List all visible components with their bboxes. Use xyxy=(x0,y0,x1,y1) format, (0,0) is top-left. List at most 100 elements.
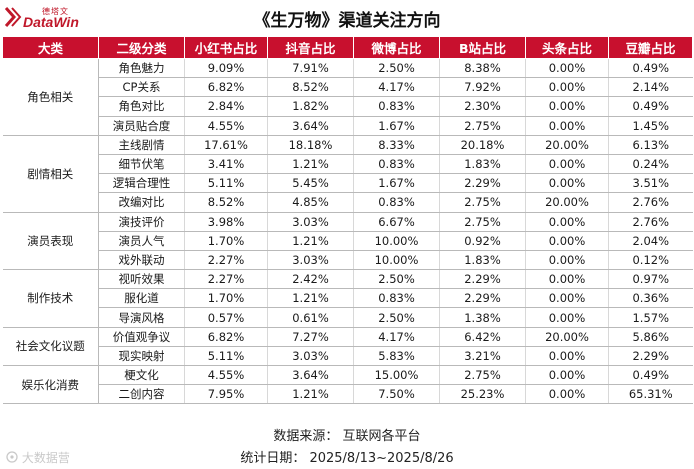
value-cell: 1.38% xyxy=(439,307,526,328)
value-cell: 2.42% xyxy=(267,269,354,290)
table-row: 逻辑合理性 5.11% 5.45% 1.67% 2.29% 0.00% 3.51% xyxy=(3,173,693,194)
value-cell: 0.00% xyxy=(525,250,609,271)
subcategory-cell: 导演风格 xyxy=(98,307,185,328)
value-cell: 6.13% xyxy=(608,135,693,155)
value-cell: 0.00% xyxy=(525,154,609,175)
value-cell: 0.83% xyxy=(353,154,440,175)
subcategory-cell: 主线剧情 xyxy=(98,135,185,155)
value-cell: 0.00% xyxy=(525,58,609,79)
table-row: 戏外联动 2.27% 3.03% 10.00% 1.83% 0.00% 0.12% xyxy=(3,250,693,271)
value-cell: 2.50% xyxy=(353,307,440,328)
value-cell: 8.38% xyxy=(439,58,526,79)
column-header: 微博占比 xyxy=(353,36,440,59)
value-cell: 8.33% xyxy=(353,135,440,155)
value-cell: 20.00% xyxy=(525,192,609,213)
datawin-logo: 德塔文 DataWin xyxy=(4,5,96,31)
subcategory-cell: 角色对比 xyxy=(98,96,185,117)
value-cell: 5.86% xyxy=(608,327,693,347)
value-cell: 3.98% xyxy=(184,212,268,232)
table-row: 剧情相关 主线剧情 17.61% 18.18% 8.33% 20.18% 20.00% 6.1… xyxy=(2,135,693,213)
category-cell: 制作技术 xyxy=(2,269,99,328)
value-cell: 8.52% xyxy=(184,192,268,213)
value-cell: 1.82% xyxy=(267,96,354,117)
logo-text-en: DataWin xyxy=(23,14,79,30)
value-cell: 15.00% xyxy=(353,365,440,386)
table-row: 细节伏笔 3.41% 1.21% 0.83% 1.83% 0.00% 0.24% xyxy=(3,154,693,175)
value-cell: 1.21% xyxy=(267,288,354,309)
value-cell: 1.83% xyxy=(439,250,526,271)
value-cell: 3.03% xyxy=(267,250,354,271)
subcategory-cell: 逻辑合理性 xyxy=(98,173,185,194)
value-cell: 1.67% xyxy=(353,116,440,136)
value-cell: 0.00% xyxy=(525,231,609,251)
table-row: 演员表现 演技评价 3.98% 3.03% 6.67% 2.75% 0.00% 2.76% xyxy=(2,212,693,271)
value-cell: 65.31% xyxy=(608,384,693,405)
value-cell: 7.27% xyxy=(267,327,354,347)
channel-attention-table: 大类 二级分类 小红书占比 抖音占比 微博占比 B站占比 头条占比 豆瓣占比 角色相关 角色魅力… xyxy=(2,36,693,405)
value-cell: 7.50% xyxy=(353,384,440,405)
value-cell: 2.29% xyxy=(439,269,526,290)
value-cell: 0.92% xyxy=(439,231,526,251)
subcategory-cell: 服化道 xyxy=(98,288,185,309)
value-cell: 1.21% xyxy=(267,154,354,175)
value-cell: 0.00% xyxy=(525,307,609,328)
value-cell: 6.42% xyxy=(439,327,526,347)
watermark-icon xyxy=(6,451,18,463)
value-cell: 2.75% xyxy=(439,116,526,136)
value-cell: 0.00% xyxy=(525,288,609,309)
value-cell: 2.75% xyxy=(439,192,526,213)
value-cell: 2.76% xyxy=(608,212,693,232)
subcategory-cell: 视听效果 xyxy=(98,269,185,290)
value-cell: 5.11% xyxy=(184,346,268,367)
value-cell: 2.50% xyxy=(353,269,440,290)
category-cell: 角色相关 xyxy=(2,58,99,136)
table-row: 演员贴合度 4.55% 3.64% 1.67% 2.75% 0.00% 1.45% xyxy=(3,116,693,136)
category-cell: 剧情相关 xyxy=(2,135,99,213)
value-cell: 0.97% xyxy=(608,269,693,290)
value-cell: 1.70% xyxy=(184,231,268,251)
value-cell: 10.00% xyxy=(353,250,440,271)
value-cell: 0.83% xyxy=(353,192,440,213)
value-cell: 10.00% xyxy=(353,231,440,251)
subcategory-cell: 二创内容 xyxy=(98,384,185,405)
value-cell: 7.91% xyxy=(267,58,354,79)
value-cell: 3.41% xyxy=(184,154,268,175)
value-cell: 0.49% xyxy=(608,96,693,117)
category-cell: 演员表现 xyxy=(2,212,99,271)
datawin-logo-icon xyxy=(4,7,22,27)
value-cell: 0.12% xyxy=(608,250,693,271)
table-row: 现实映射 5.11% 3.03% 5.83% 3.21% 0.00% 2.29% xyxy=(3,346,693,367)
value-cell: 2.27% xyxy=(184,250,268,271)
value-cell: 4.55% xyxy=(184,116,268,136)
table-row: CP关系 6.82% 8.52% 4.17% 7.92% 0.00% 2.14% xyxy=(3,77,693,98)
value-cell: 2.75% xyxy=(439,365,526,386)
value-cell: 2.29% xyxy=(439,288,526,309)
value-cell: 25.23% xyxy=(439,384,526,405)
logo-text-cn: 德塔文 xyxy=(42,7,69,16)
subcategory-cell: CP关系 xyxy=(98,77,185,98)
value-cell: 1.21% xyxy=(267,384,354,405)
column-header: 小红书占比 xyxy=(184,36,268,59)
value-cell: 3.51% xyxy=(608,173,693,194)
table-row: 娱乐化消费 梗文化 4.55% 3.64% 15.00% 2.75% 0.00% 0.49% xyxy=(2,365,693,405)
value-cell: 8.52% xyxy=(267,77,354,98)
value-cell: 20.00% xyxy=(525,327,609,347)
value-cell: 4.17% xyxy=(353,327,440,347)
value-cell: 3.03% xyxy=(267,212,354,232)
value-cell: 0.57% xyxy=(184,307,268,328)
value-cell: 3.21% xyxy=(439,346,526,367)
table-header-row: 大类 二级分类 小红书占比 抖音占比 微博占比 B站占比 头条占比 豆瓣占比 xyxy=(2,36,693,59)
subcategory-cell: 改编对比 xyxy=(98,192,185,213)
value-cell: 0.00% xyxy=(525,365,609,386)
subcategory-cell: 角色魅力 xyxy=(98,58,185,79)
value-cell: 2.75% xyxy=(439,212,526,232)
subcategory-cell: 演技评价 xyxy=(98,212,185,232)
subcategory-cell: 演员贴合度 xyxy=(98,116,185,136)
column-header: 二级分类 xyxy=(98,36,185,59)
column-header: 头条占比 xyxy=(525,36,609,59)
value-cell: 4.17% xyxy=(353,77,440,98)
subcategory-cell: 现实映射 xyxy=(98,346,185,367)
value-cell: 2.04% xyxy=(608,231,693,251)
value-cell: 2.29% xyxy=(608,346,693,367)
table-row: 二创内容 7.95% 1.21% 7.50% 25.23% 0.00% 65.31% xyxy=(3,384,693,405)
